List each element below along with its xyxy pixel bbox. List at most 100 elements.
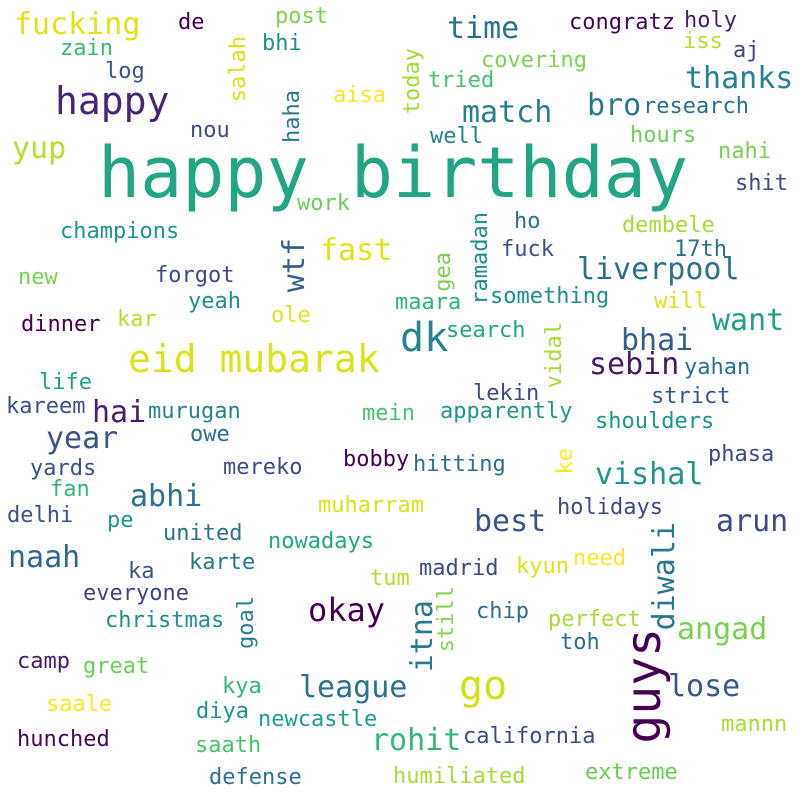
- word: covering: [481, 48, 587, 73]
- word: naah: [8, 540, 81, 575]
- word: delhi: [7, 503, 74, 528]
- word: hitting: [413, 452, 506, 477]
- word: pe: [107, 508, 134, 533]
- word: aj: [733, 38, 760, 63]
- word: fan: [50, 477, 90, 502]
- word: life: [39, 370, 92, 395]
- word: apparently: [440, 399, 573, 424]
- word: yup: [12, 131, 67, 166]
- word: owe: [190, 422, 230, 447]
- word: research: [643, 94, 749, 119]
- word: nahi: [718, 139, 771, 164]
- word: kya: [222, 674, 262, 699]
- word: forgot: [155, 263, 235, 288]
- word: hai: [92, 395, 147, 430]
- word: camp: [17, 649, 70, 674]
- word: mannn: [721, 712, 788, 737]
- word: okay: [308, 591, 386, 629]
- word: nou: [190, 118, 230, 143]
- word: happy birthday: [98, 132, 689, 214]
- word: eid mubarak: [128, 337, 380, 381]
- word: newcastle: [258, 707, 378, 732]
- word: shit: [735, 171, 788, 196]
- word: log: [105, 59, 145, 84]
- word: holidays: [557, 495, 663, 520]
- word: thanks: [685, 61, 794, 96]
- word: saath: [195, 733, 262, 758]
- word: angad: [677, 612, 768, 647]
- word: need: [573, 546, 626, 571]
- word: work: [297, 191, 350, 216]
- word: abhi: [130, 479, 203, 514]
- word: diwali: [647, 522, 682, 631]
- word: phasa: [708, 442, 775, 467]
- word: year: [46, 421, 119, 456]
- word: salah: [226, 36, 251, 103]
- word: match: [462, 95, 553, 130]
- word: gea: [431, 252, 456, 292]
- word: muharram: [318, 493, 424, 518]
- word: murugan: [148, 399, 241, 424]
- word: great: [83, 654, 150, 679]
- word: kar: [117, 307, 157, 332]
- word: want: [712, 303, 785, 338]
- word: liverpool: [577, 252, 740, 287]
- word: ho: [514, 209, 541, 234]
- word: aisa: [333, 83, 386, 108]
- word: humiliated: [393, 764, 526, 789]
- word: congratz: [569, 10, 675, 35]
- word: new: [18, 265, 58, 290]
- word: dinner: [21, 312, 101, 337]
- word: will: [654, 289, 707, 314]
- word: lose: [668, 669, 741, 704]
- word: hours: [630, 123, 697, 148]
- word: fucking: [14, 7, 141, 42]
- word: kareem: [6, 394, 86, 419]
- word: tried: [428, 68, 495, 93]
- word: rohit: [371, 723, 462, 758]
- word: 17th: [674, 237, 727, 262]
- word: united: [163, 521, 243, 546]
- word: yeah: [188, 289, 241, 314]
- word: shoulders: [595, 409, 715, 434]
- word: dembele: [622, 213, 715, 238]
- word: defense: [209, 765, 302, 790]
- word: go: [459, 663, 508, 709]
- word: bro: [587, 88, 642, 123]
- word: saale: [46, 692, 113, 717]
- word: something: [490, 284, 610, 309]
- word: extreme: [585, 760, 678, 785]
- word: ka: [128, 559, 155, 584]
- word: strict: [651, 384, 731, 409]
- word: maara: [395, 290, 462, 315]
- word: yards: [30, 456, 97, 481]
- word: perfect: [548, 607, 641, 632]
- word: still: [434, 586, 459, 653]
- word: arun: [716, 504, 789, 539]
- word: christmas: [105, 608, 225, 633]
- word: bhi: [262, 31, 302, 56]
- word: diya: [196, 699, 249, 724]
- word: toh: [560, 630, 600, 655]
- word: well: [430, 124, 483, 149]
- word: mereko: [223, 455, 303, 480]
- word: dk: [400, 315, 449, 361]
- word: mein: [362, 401, 415, 426]
- word: de: [178, 10, 205, 35]
- word: karte: [189, 550, 256, 575]
- word: chip: [476, 599, 529, 624]
- word: fast: [320, 233, 393, 268]
- word: bhai: [621, 323, 694, 358]
- word: search: [446, 318, 526, 343]
- word: kyun: [516, 554, 569, 579]
- word: nowadays: [268, 529, 374, 554]
- word: bobby: [343, 447, 410, 472]
- word: ole: [271, 303, 311, 328]
- word: happy: [55, 79, 170, 123]
- word: tum: [370, 566, 410, 591]
- word: vishal: [595, 457, 704, 492]
- word: lekin: [473, 381, 540, 406]
- word: sebin: [589, 347, 680, 382]
- word: haha: [280, 90, 305, 143]
